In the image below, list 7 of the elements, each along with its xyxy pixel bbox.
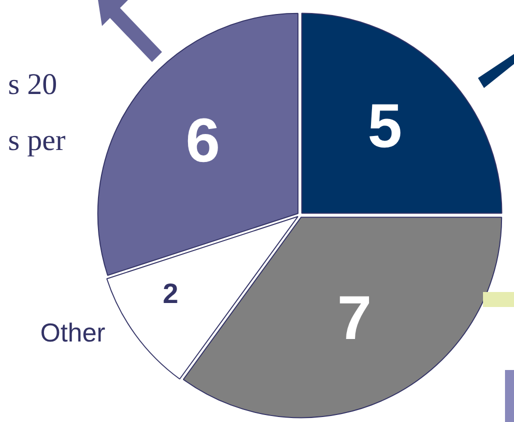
text: s 20 — [8, 68, 58, 102]
data-label: 6 — [186, 106, 220, 176]
data-label: 5 — [368, 92, 402, 162]
slice-label: Other — [40, 317, 106, 348]
data-label: 7 — [337, 284, 372, 354]
text: s per — [8, 124, 66, 158]
data-label: 2 — [162, 278, 178, 309]
